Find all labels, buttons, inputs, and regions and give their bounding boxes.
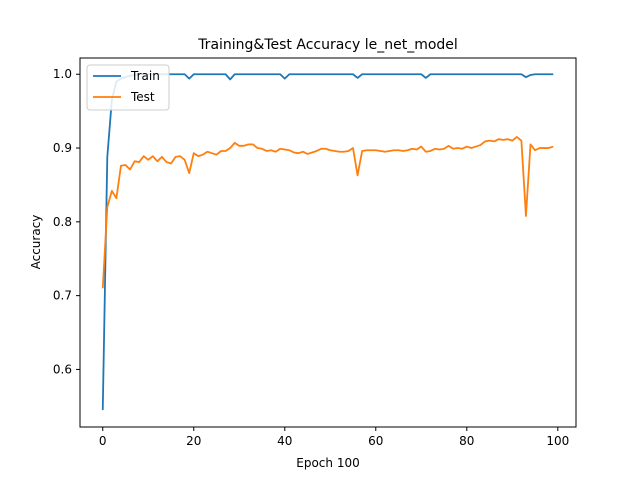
y-axis-label: Accuracy [29, 215, 43, 270]
x-tick-label: 100 [546, 434, 569, 448]
series-layer [101, 73, 554, 411]
y-tick-label: 0.9 [53, 141, 72, 155]
x-tick-label: 60 [368, 434, 383, 448]
x-axis-label: Epoch 100 [296, 456, 359, 470]
x-tick-label: 80 [459, 434, 474, 448]
ticks-layer: 0 20 40 60 80 100 0.6 0.7 0.8 0.9 1.0 [53, 67, 569, 448]
x-tick-label: 40 [277, 434, 292, 448]
series-line-train [101, 73, 554, 411]
series-line-test [101, 136, 554, 289]
y-tick-label: 0.7 [53, 289, 72, 303]
x-tick-label: 20 [186, 434, 201, 448]
y-tick-label: 0.6 [53, 362, 72, 376]
legend-train-label: Train [130, 69, 160, 83]
legend: Train Test [86, 64, 170, 111]
chart-title: Training&Test Accuracy le_net_model [197, 37, 458, 53]
y-tick-label: 0.8 [53, 215, 72, 229]
legend-test-label: Test [130, 90, 155, 104]
y-tick-label: 1.0 [53, 67, 72, 81]
x-tick-label: 0 [99, 434, 107, 448]
plot-frame [79, 57, 577, 428]
